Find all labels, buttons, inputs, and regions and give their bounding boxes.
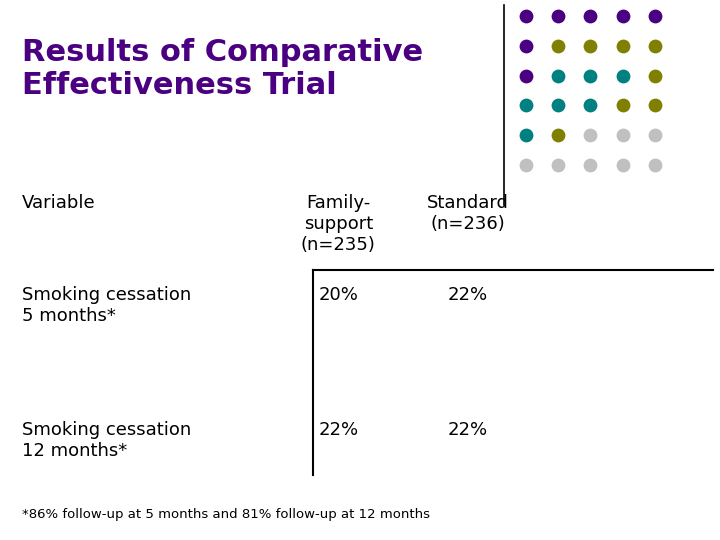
- Point: [617, 160, 629, 169]
- Point: [649, 101, 661, 110]
- Text: 22%: 22%: [448, 286, 488, 304]
- Point: [552, 12, 564, 21]
- Text: Variable: Variable: [22, 194, 95, 212]
- Text: *86% follow-up at 5 months and 81% follow-up at 12 months: *86% follow-up at 5 months and 81% follo…: [22, 508, 430, 521]
- Point: [649, 160, 661, 169]
- Text: Smoking cessation
5 months*: Smoking cessation 5 months*: [22, 286, 191, 325]
- Text: Family-
support
(n=235): Family- support (n=235): [301, 194, 376, 254]
- Point: [617, 12, 629, 21]
- Point: [649, 42, 661, 50]
- Point: [552, 71, 564, 80]
- Point: [552, 131, 564, 139]
- Point: [552, 101, 564, 110]
- Text: 22%: 22%: [448, 421, 488, 439]
- Point: [552, 42, 564, 50]
- Text: 20%: 20%: [318, 286, 359, 304]
- Point: [585, 71, 596, 80]
- Point: [520, 42, 531, 50]
- Text: 22%: 22%: [318, 421, 359, 439]
- Point: [585, 131, 596, 139]
- Point: [649, 12, 661, 21]
- Point: [649, 131, 661, 139]
- Point: [585, 42, 596, 50]
- Point: [552, 160, 564, 169]
- Point: [617, 101, 629, 110]
- Point: [585, 101, 596, 110]
- Text: Smoking cessation
12 months*: Smoking cessation 12 months*: [22, 421, 191, 460]
- Point: [617, 42, 629, 50]
- Point: [649, 71, 661, 80]
- Point: [585, 160, 596, 169]
- Point: [585, 12, 596, 21]
- Text: Standard
(n=236): Standard (n=236): [427, 194, 509, 233]
- Point: [520, 131, 531, 139]
- Text: Results of Comparative
Effectiveness Trial: Results of Comparative Effectiveness Tri…: [22, 38, 423, 100]
- Point: [520, 101, 531, 110]
- Point: [617, 131, 629, 139]
- Point: [520, 160, 531, 169]
- Point: [617, 71, 629, 80]
- Point: [520, 71, 531, 80]
- Point: [520, 12, 531, 21]
